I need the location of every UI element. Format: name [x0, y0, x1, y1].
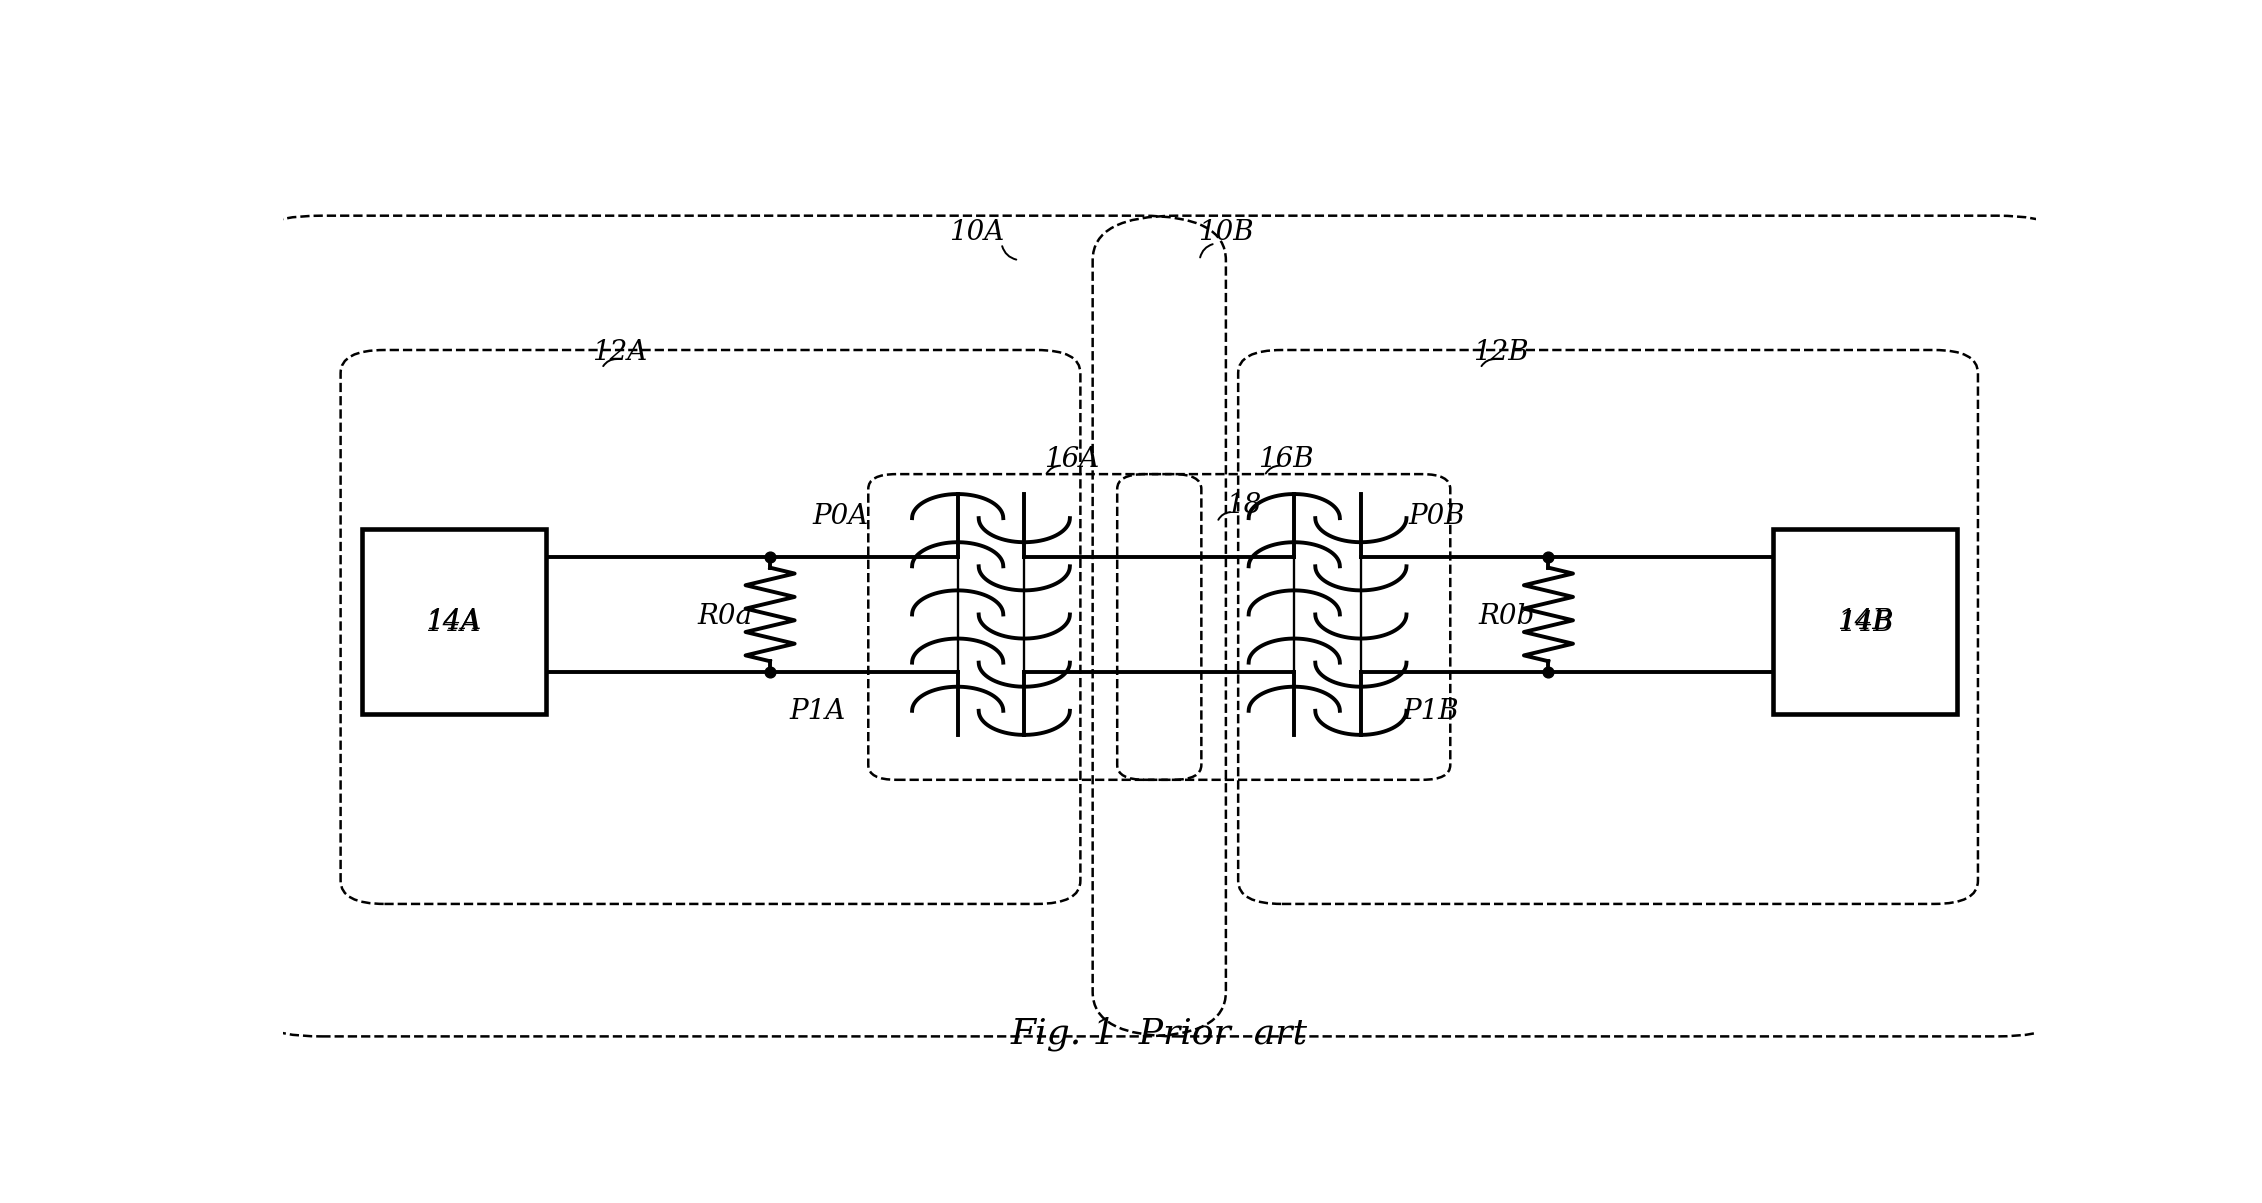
Point [1531, 663, 1568, 682]
Text: 12B: 12B [1473, 339, 1529, 366]
Text: 16A: 16A [1045, 446, 1099, 473]
Text: P1A: P1A [789, 698, 846, 724]
Bar [1773, 529, 1957, 715]
Point [751, 547, 787, 567]
Point [751, 663, 787, 682]
Text: P1B: P1B [1402, 698, 1459, 724]
Text: 14A: 14A [425, 610, 480, 636]
Bar [362, 529, 545, 715]
Text: Fig. 1  Prior  art: Fig. 1 Prior art [1011, 1017, 1307, 1051]
Text: 10A: 10A [950, 219, 1004, 245]
Text: R0b: R0b [1479, 603, 1534, 630]
Text: 14A: 14A [425, 608, 482, 635]
Text: 10B: 10B [1199, 219, 1253, 245]
Text: 14B: 14B [1839, 610, 1893, 636]
Text: P0A: P0A [812, 503, 869, 531]
Text: 16B: 16B [1258, 446, 1314, 473]
Text: P0B: P0B [1407, 503, 1464, 531]
Point [1531, 547, 1568, 567]
Text: 14B: 14B [1837, 608, 1893, 635]
Text: R0a: R0a [697, 603, 751, 630]
Text: 12A: 12A [593, 339, 647, 366]
Text: 18: 18 [1226, 492, 1260, 520]
